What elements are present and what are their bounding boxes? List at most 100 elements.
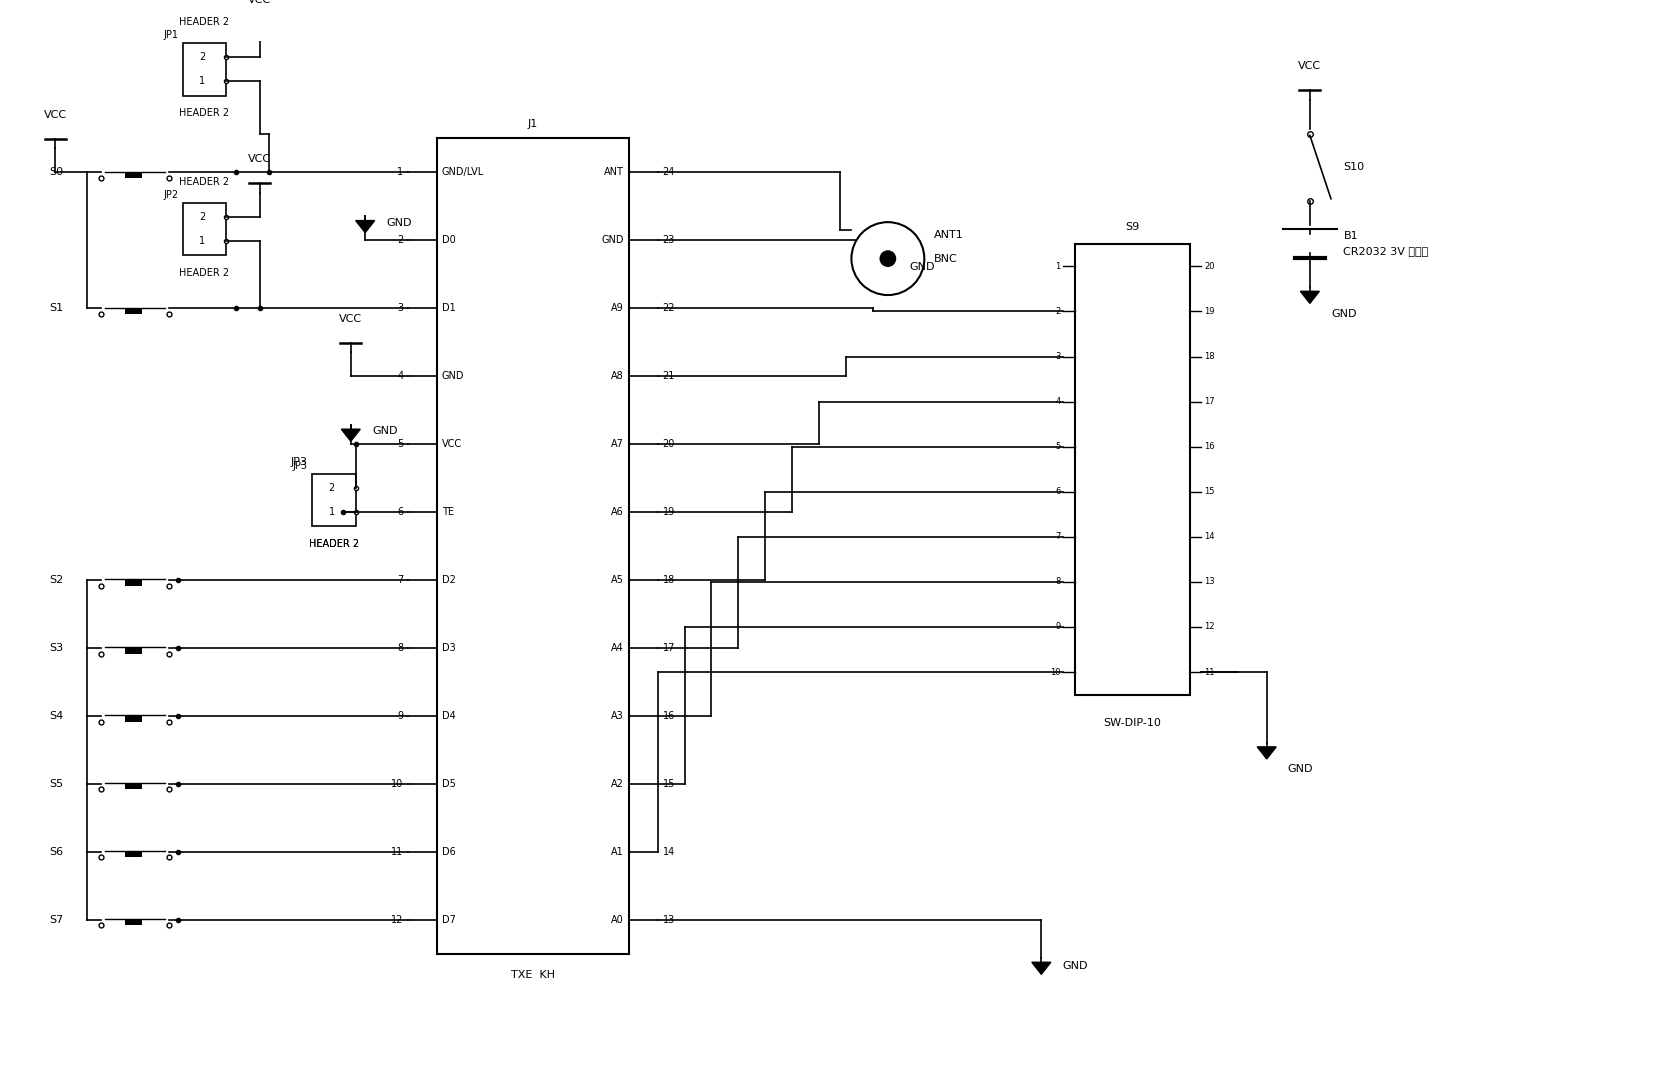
Text: A5: A5 [612, 575, 623, 585]
Text: D4: D4 [442, 711, 456, 721]
Text: GND: GND [1063, 961, 1088, 971]
Bar [1093, 529, 1173, 550]
Text: SW-DIP-10: SW-DIP-10 [1103, 719, 1161, 729]
Text: S1: S1 [49, 303, 64, 313]
Text: A4: A4 [612, 643, 623, 653]
Text: JP2: JP2 [163, 190, 178, 200]
Text: D3: D3 [442, 643, 456, 653]
Bar [126, 648, 142, 654]
Text: GND: GND [372, 426, 397, 436]
Text: A6: A6 [612, 507, 623, 517]
Text: 13: 13 [1205, 577, 1215, 586]
Text: VCC: VCC [339, 313, 362, 323]
Text: HEADER 2: HEADER 2 [179, 108, 230, 118]
Text: 13: 13 [662, 915, 675, 924]
Bar [1093, 349, 1173, 370]
Polygon shape [1257, 747, 1275, 759]
Circle shape [880, 251, 895, 266]
Text: A2: A2 [612, 778, 623, 789]
Text: GND: GND [908, 262, 935, 272]
Text: HEADER 2: HEADER 2 [308, 538, 359, 549]
Text: 7: 7 [1056, 532, 1061, 542]
Text: TE: TE [442, 507, 454, 517]
Text: VCC: VCC [1299, 62, 1321, 71]
Text: S10: S10 [1344, 162, 1364, 172]
Text: 9: 9 [1056, 623, 1061, 631]
Text: HEADER 2: HEADER 2 [308, 538, 359, 549]
Text: GND: GND [442, 371, 464, 382]
Text: A0: A0 [612, 915, 623, 924]
Text: 2: 2 [328, 483, 335, 493]
Bar [1096, 623, 1121, 637]
Text: 14: 14 [1205, 532, 1215, 542]
Text: JP3: JP3 [290, 457, 308, 467]
Text: 2: 2 [1056, 307, 1061, 316]
Bar [1093, 619, 1173, 640]
Text: 17: 17 [662, 643, 675, 653]
Text: 1: 1 [1056, 262, 1061, 271]
Bar [1096, 352, 1121, 366]
Text: A3: A3 [612, 711, 623, 721]
Bar [1093, 304, 1173, 325]
Text: 20: 20 [662, 439, 675, 449]
Text: 4: 4 [1056, 397, 1061, 406]
Text: D5: D5 [442, 778, 456, 789]
Bar [126, 172, 142, 178]
Text: 16: 16 [1205, 442, 1215, 451]
Text: JP1: JP1 [163, 30, 178, 40]
Text: ANT: ANT [605, 168, 623, 177]
Text: 3: 3 [397, 303, 404, 313]
Text: D2: D2 [442, 575, 456, 585]
Text: 8: 8 [397, 643, 404, 653]
Text: VCC: VCC [44, 110, 67, 120]
Text: 1: 1 [199, 236, 206, 246]
Text: 5: 5 [397, 439, 404, 449]
Bar [126, 783, 142, 789]
Text: 2: 2 [199, 212, 206, 222]
Text: 24: 24 [662, 168, 675, 177]
Bar [1093, 484, 1173, 505]
Circle shape [851, 223, 925, 295]
Text: 6: 6 [1056, 488, 1061, 496]
Text: 1: 1 [199, 77, 206, 86]
Text: GND: GND [1287, 764, 1314, 774]
Text: D0: D0 [442, 236, 456, 245]
Bar [1093, 439, 1173, 461]
Bar [437, 138, 628, 953]
Bar [312, 473, 355, 526]
Text: VCC: VCC [248, 155, 272, 164]
Text: D7: D7 [442, 915, 456, 924]
Text: GND: GND [602, 236, 623, 245]
Text: 3: 3 [1056, 352, 1061, 361]
Text: CR2032 3V 锂电池: CR2032 3V 锂电池 [1344, 246, 1428, 256]
Text: 8: 8 [1056, 577, 1061, 586]
Text: D1: D1 [442, 303, 456, 313]
Text: 12: 12 [391, 915, 404, 924]
Text: 19: 19 [1205, 307, 1215, 316]
Bar [1096, 578, 1121, 591]
Text: 17: 17 [1205, 397, 1215, 406]
Text: 2: 2 [397, 236, 404, 245]
Text: TXE  KH: TXE KH [511, 970, 555, 979]
Text: S7: S7 [49, 915, 64, 924]
Text: A1: A1 [612, 846, 623, 856]
Text: 11: 11 [391, 846, 404, 856]
Bar [126, 919, 142, 925]
Text: 7: 7 [397, 575, 404, 585]
Text: 16: 16 [662, 711, 675, 721]
Text: 21: 21 [662, 371, 675, 382]
Bar [1074, 244, 1190, 695]
Text: 9: 9 [397, 711, 404, 721]
Bar [1093, 258, 1173, 280]
Text: 12: 12 [1205, 623, 1215, 631]
Bar [1093, 665, 1173, 685]
Bar [1096, 443, 1121, 456]
Text: S0: S0 [49, 168, 64, 177]
Text: A8: A8 [612, 371, 623, 382]
Text: GND: GND [1331, 309, 1356, 319]
Text: 5: 5 [1056, 442, 1061, 451]
Text: 6: 6 [397, 507, 404, 517]
Text: 20: 20 [1205, 262, 1215, 271]
Bar [126, 308, 142, 313]
Text: J1: J1 [528, 119, 538, 129]
